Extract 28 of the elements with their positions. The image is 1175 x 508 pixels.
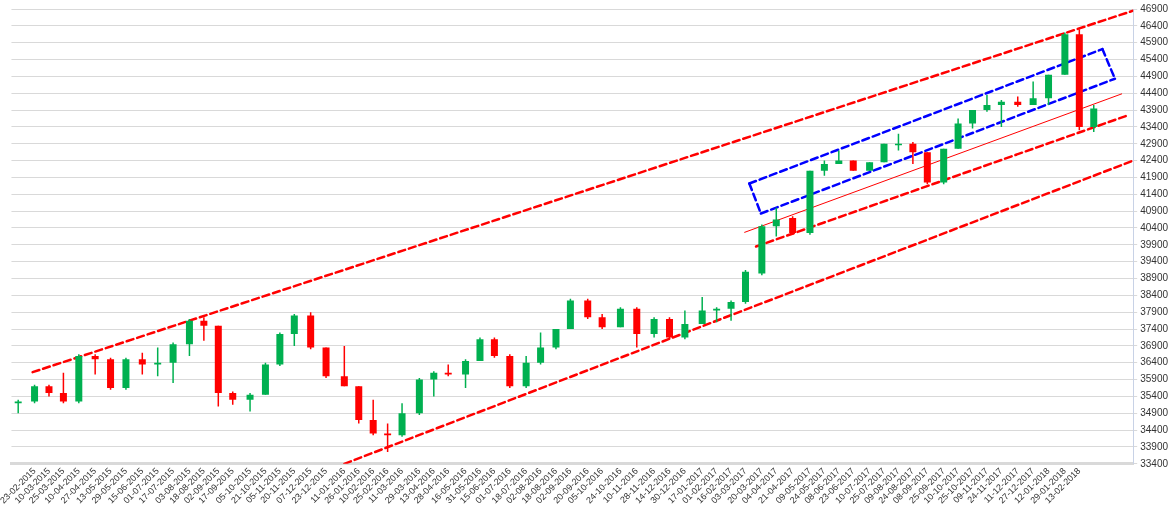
y-tick-label: 34400 (1140, 423, 1169, 435)
y-tick-label: 44400 (1140, 86, 1169, 98)
y-tick-label: 41400 (1140, 188, 1169, 200)
y-tick-label: 40900 (1140, 204, 1169, 216)
y-tick-label: 33900 (1140, 440, 1169, 452)
y-tick-label: 45400 (1140, 53, 1169, 65)
y-tick-label: 43400 (1140, 120, 1169, 132)
y-tick-label: 35900 (1140, 373, 1169, 385)
y-tick-label: 36900 (1140, 339, 1169, 351)
y-tick-label: 36400 (1140, 356, 1169, 368)
y-tick-label: 34900 (1140, 407, 1169, 419)
y-tick-label: 40400 (1140, 221, 1169, 233)
y-tick-label: 42900 (1140, 137, 1169, 149)
y-tick-label: 43900 (1140, 103, 1169, 115)
y-tick-label: 33400 (1140, 457, 1169, 469)
y-tick-label: 38900 (1140, 272, 1169, 284)
y-tick-label: 46900 (1140, 2, 1169, 14)
y-tick-label: 38400 (1140, 289, 1169, 301)
y-tick-label: 37400 (1140, 322, 1169, 334)
y-tick-label: 37900 (1140, 305, 1169, 317)
y-tick-label: 44900 (1140, 70, 1169, 82)
y-tick-label: 46400 (1140, 19, 1169, 31)
y-tick-label: 39400 (1140, 255, 1169, 267)
y-tick-label: 41900 (1140, 171, 1169, 183)
y-tick-label: 39900 (1140, 238, 1169, 250)
y-tick-label: 42400 (1140, 154, 1169, 166)
y-tick-label: 35400 (1140, 390, 1169, 402)
y-tick-label: 45900 (1140, 36, 1169, 48)
